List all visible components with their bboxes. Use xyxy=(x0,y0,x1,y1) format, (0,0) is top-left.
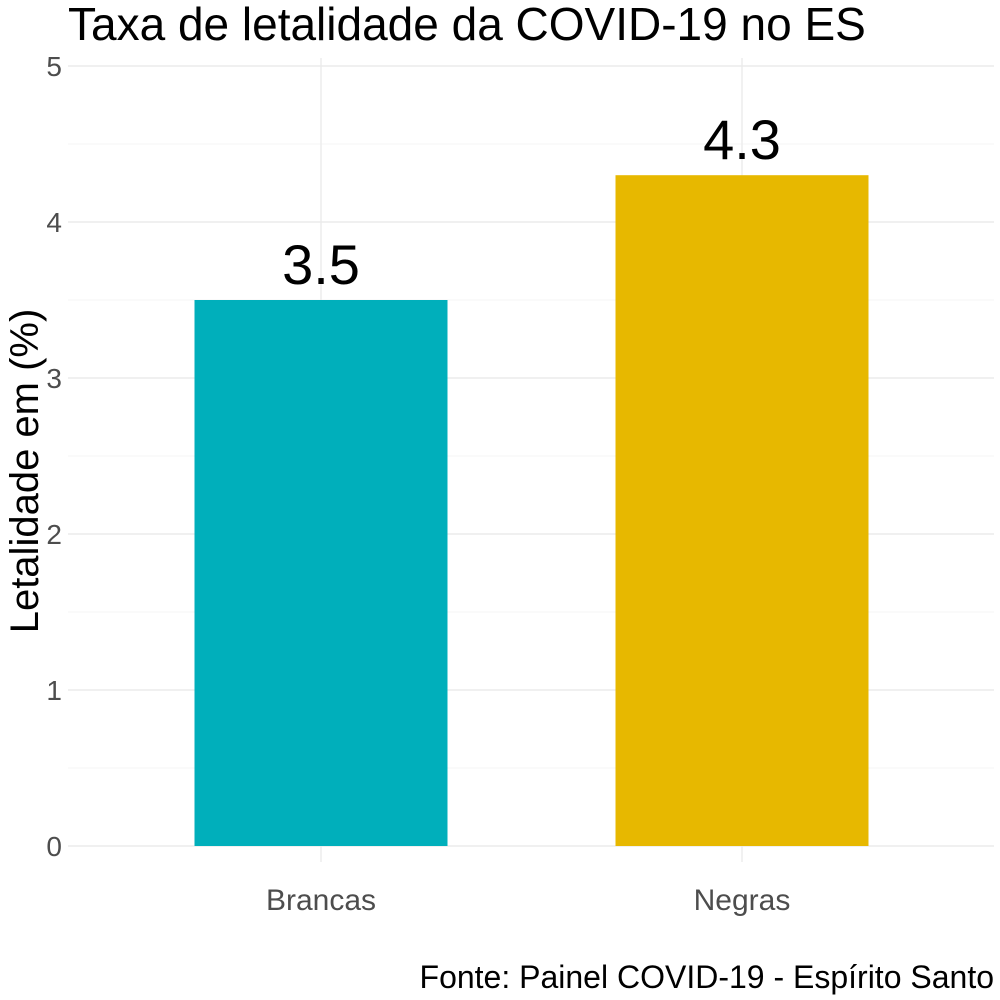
data-label: 4.3 xyxy=(703,108,781,171)
x-axis-ticks: Brancas Negras xyxy=(266,884,790,917)
data-labels: 3.5 4.3 xyxy=(282,108,781,296)
chart-caption: Fonte: Painel COVID-19 - Espírito Santo xyxy=(420,959,994,995)
y-tick-label: 1 xyxy=(46,675,62,706)
bars xyxy=(194,175,869,846)
y-tick-label: 2 xyxy=(46,519,62,550)
bar-negras xyxy=(615,175,869,846)
chart-title: Taxa de letalidade da COVID-19 no ES xyxy=(68,0,866,50)
y-axis-label: Letalidade em (%) xyxy=(3,309,47,634)
x-tick-label: Negras xyxy=(694,884,791,917)
x-tick-label: Brancas xyxy=(266,884,376,917)
y-tick-label: 3 xyxy=(46,363,62,394)
data-label: 3.5 xyxy=(282,233,360,296)
bar-brancas xyxy=(194,300,448,846)
y-axis-ticks: 0 1 2 3 4 5 xyxy=(46,51,62,862)
y-tick-label: 5 xyxy=(46,51,62,82)
y-tick-label: 4 xyxy=(46,207,62,238)
y-tick-label: 0 xyxy=(46,831,62,862)
